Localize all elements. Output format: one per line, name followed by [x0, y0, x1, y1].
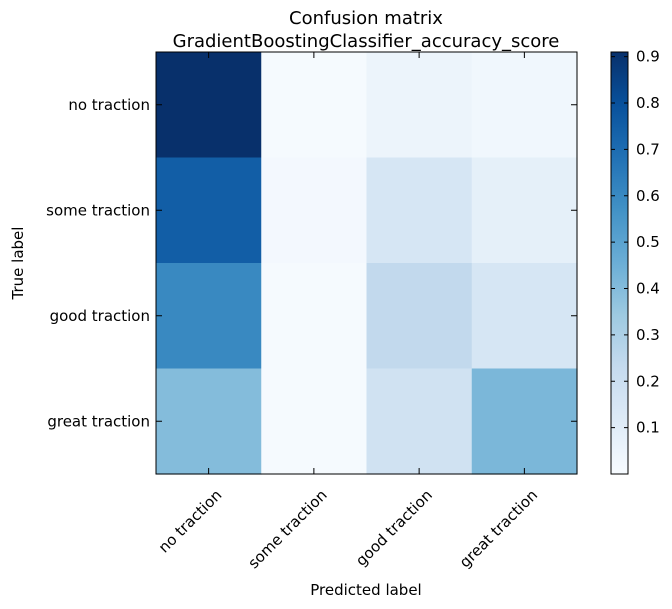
heatmap-cell-r0-c1 [261, 52, 368, 159]
heatmap-cell-r2-c3 [471, 263, 578, 370]
colorbar-tick-label-5: 0.6 [636, 187, 660, 205]
y-tick-label-0: no traction [68, 96, 150, 114]
colorbar-tick-label-8: 0.9 [636, 48, 660, 66]
heatmap-cell-r1-c2 [366, 157, 473, 264]
chart-subtitle: GradientBoostingClassifier_accuracy_scor… [173, 31, 560, 52]
y-tick-label-1: some traction [46, 201, 150, 219]
heatmap-cell-r3-c1 [261, 368, 368, 475]
axis-ticks [156, 52, 577, 474]
chart-title: Confusion matrix [289, 8, 443, 29]
colorbar-tick-label-6: 0.7 [636, 140, 660, 158]
x-tick-label-3: great traction [456, 486, 541, 571]
colorbar-ticks: 0.1 0.2 0.3 0.4 0.5 0.6 0.7 0.8 0.9 [611, 48, 660, 437]
heatmap-cells [156, 52, 578, 475]
y-tick-labels: no traction some traction good traction gre… [46, 96, 150, 431]
x-tick-labels: no traction some traction good traction gre… [155, 486, 541, 572]
heatmap-cell-r1-c0 [156, 157, 262, 264]
x-tick-label-1: some traction [244, 486, 330, 572]
plot-frame [155, 51, 578, 475]
heatmap-cell-r2-c2 [366, 263, 473, 370]
x-axis-label: Predicted label [310, 581, 421, 599]
colorbar-tick-label-2: 0.3 [636, 326, 660, 344]
x-tick-label-2: good traction [352, 486, 436, 570]
colorbar [610, 51, 629, 475]
heatmap-cell-r2-c1 [261, 263, 368, 370]
heatmap-cell-r0-c3 [471, 52, 578, 159]
heatmap-cell-r2-c0 [156, 263, 262, 370]
colorbar-tick-label-0: 0.1 [636, 419, 660, 437]
colorbar-tick-label-7: 0.8 [636, 94, 660, 112]
y-tick-label-3: great traction [47, 412, 150, 430]
heatmap-cell-r3-c2 [366, 368, 473, 475]
x-tick-label-0: no traction [155, 486, 225, 556]
heatmap-cell-r3-c3 [471, 368, 578, 475]
heatmap-cell-r1-c1 [261, 157, 368, 264]
colorbar-tick-label-1: 0.2 [636, 372, 660, 390]
y-axis-label: True label [9, 227, 27, 301]
colorbar-tick-label-3: 0.4 [636, 280, 660, 298]
y-tick-label-2: good traction [50, 307, 150, 325]
heatmap-cell-r1-c3 [471, 157, 578, 264]
heatmap-cell-r0-c0 [156, 52, 262, 159]
colorbar-tick-label-4: 0.5 [636, 233, 660, 251]
heatmap-cell-r3-c0 [156, 368, 262, 475]
heatmap-cell-r0-c2 [366, 52, 473, 159]
